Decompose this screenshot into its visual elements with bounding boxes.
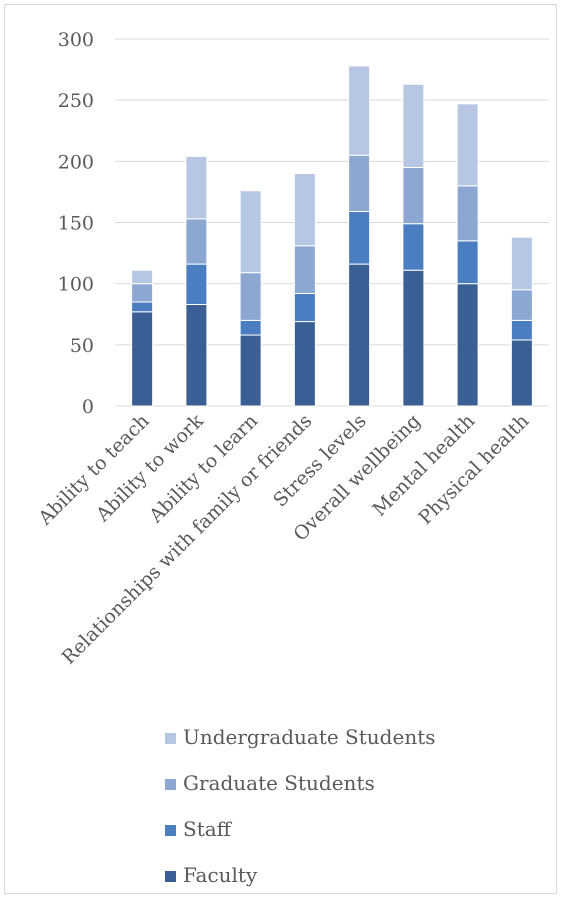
bar-segment-undergraduate-students <box>510 236 533 291</box>
legend-label: Undergraduate Students <box>183 725 436 749</box>
bars <box>131 65 533 407</box>
legend-label: Faculty <box>183 863 258 887</box>
y-tick-label: 200 <box>58 151 94 173</box>
bar-segment-staff <box>402 223 425 271</box>
legend-label: Staff <box>183 817 233 841</box>
bar-segment-graduate-students <box>348 154 371 212</box>
bar-segment-staff <box>185 263 208 305</box>
y-tick-label: 150 <box>58 213 94 235</box>
bar-segment-staff <box>131 301 154 313</box>
bar-segment-staff <box>348 210 371 265</box>
y-tick-label: 300 <box>58 29 94 51</box>
bar-segment-graduate-students <box>131 283 154 303</box>
bar-segment-staff <box>293 292 316 323</box>
bar-segment-undergraduate-students <box>185 155 208 220</box>
legend: Undergraduate Students Graduate Students S… <box>165 725 436 887</box>
bar-segment-staff <box>510 319 533 341</box>
bar-segment-undergraduate-students <box>293 173 316 247</box>
bar-segment-staff <box>239 319 262 336</box>
bar-segment-faculty <box>293 321 316 407</box>
x-category-label: Relationships with family or friends <box>58 410 317 669</box>
bar-segment-graduate-students <box>239 272 262 321</box>
bar-segment-undergraduate-students <box>402 83 425 168</box>
bar-segment-faculty <box>456 283 479 407</box>
bar-segment-graduate-students <box>402 166 425 225</box>
bar-segment-graduate-students <box>510 289 533 321</box>
bar-segment-graduate-students <box>185 218 208 265</box>
bar-segment-faculty <box>131 311 154 407</box>
legend-label: Graduate Students <box>183 771 375 795</box>
bar-segment-undergraduate-students <box>348 65 371 156</box>
y-tick-label: 250 <box>58 90 94 112</box>
y-tick-label: 0 <box>82 396 94 418</box>
y-tick-label: 50 <box>70 335 94 357</box>
bar-segment-faculty <box>348 263 371 407</box>
legend-swatch <box>165 733 176 744</box>
legend-swatch <box>165 825 176 836</box>
legend-swatch <box>165 779 176 790</box>
y-tick-label: 100 <box>58 274 94 296</box>
bar-segment-faculty <box>402 269 425 407</box>
gridlines <box>115 38 549 407</box>
bar-segment-graduate-students <box>293 245 316 294</box>
bar-segment-faculty <box>185 303 208 407</box>
bar-segment-staff <box>456 240 479 285</box>
bar-segment-undergraduate-students <box>131 269 154 285</box>
y-axis-tick-labels: 0 50 100 150 200 250 300 <box>58 29 94 418</box>
bar-segment-faculty <box>510 339 533 407</box>
bar-segment-faculty <box>239 334 262 407</box>
legend-swatch <box>165 871 176 882</box>
bar-segment-undergraduate-students <box>239 190 262 274</box>
bar-segment-undergraduate-students <box>456 103 479 187</box>
bar-segment-graduate-students <box>456 185 479 242</box>
